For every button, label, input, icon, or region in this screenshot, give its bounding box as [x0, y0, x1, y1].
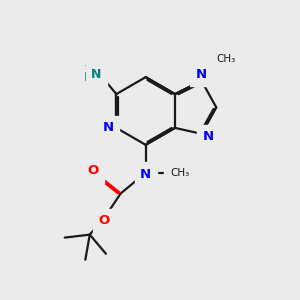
Text: H: H: [84, 71, 94, 84]
Text: O: O: [99, 214, 110, 227]
Text: N: N: [103, 122, 114, 134]
Text: O: O: [87, 164, 98, 177]
Text: N: N: [202, 130, 214, 143]
Text: N: N: [196, 68, 207, 81]
Text: N: N: [140, 168, 151, 181]
Text: CH₃: CH₃: [170, 168, 189, 178]
Text: N: N: [91, 68, 102, 81]
Text: CH₃: CH₃: [216, 54, 236, 64]
Text: H: H: [84, 64, 94, 77]
